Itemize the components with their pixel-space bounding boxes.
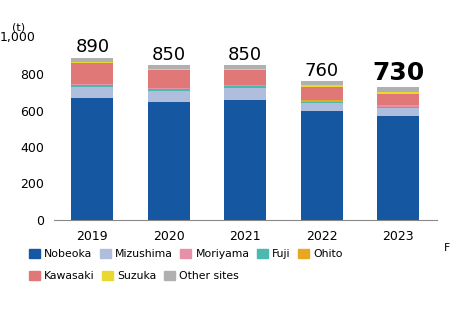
Bar [301,85,343,87]
Bar [224,69,266,70]
Bar [224,88,266,100]
Bar [301,100,343,101]
Bar [72,84,113,85]
Text: 760: 760 [305,62,339,80]
Bar [377,107,419,108]
Bar [301,103,343,111]
Bar [377,116,419,220]
Bar [148,91,190,102]
Bar [72,87,113,98]
Bar [377,93,419,94]
Text: 730: 730 [372,62,424,85]
Bar [72,98,113,220]
Text: 850: 850 [228,46,262,63]
Bar [148,88,190,89]
Bar [301,87,343,100]
Text: 890: 890 [75,38,109,56]
Text: Fiscal year: Fiscal year [444,243,450,253]
Text: 850: 850 [152,46,186,63]
Bar [377,108,419,116]
Bar [301,81,343,85]
Bar [224,65,266,69]
Bar [224,85,266,86]
Bar [301,101,343,102]
Bar [224,70,266,85]
Bar [148,102,190,220]
Bar [72,58,113,62]
Bar [148,65,190,69]
Text: (t): (t) [12,22,25,32]
Bar [148,69,190,70]
Bar [72,62,113,63]
Bar [148,89,190,91]
Bar [301,102,343,103]
Legend: Kawasaki, Suzuka, Other sites: Kawasaki, Suzuka, Other sites [29,271,239,281]
Bar [224,86,266,88]
Bar [224,100,266,220]
Bar [301,111,343,220]
Bar [377,87,419,93]
Bar [377,94,419,105]
Bar [72,85,113,87]
Bar [72,63,113,84]
Text: 1,000: 1,000 [0,31,35,44]
Bar [377,105,419,106]
Bar [148,70,190,88]
Bar [377,106,419,107]
